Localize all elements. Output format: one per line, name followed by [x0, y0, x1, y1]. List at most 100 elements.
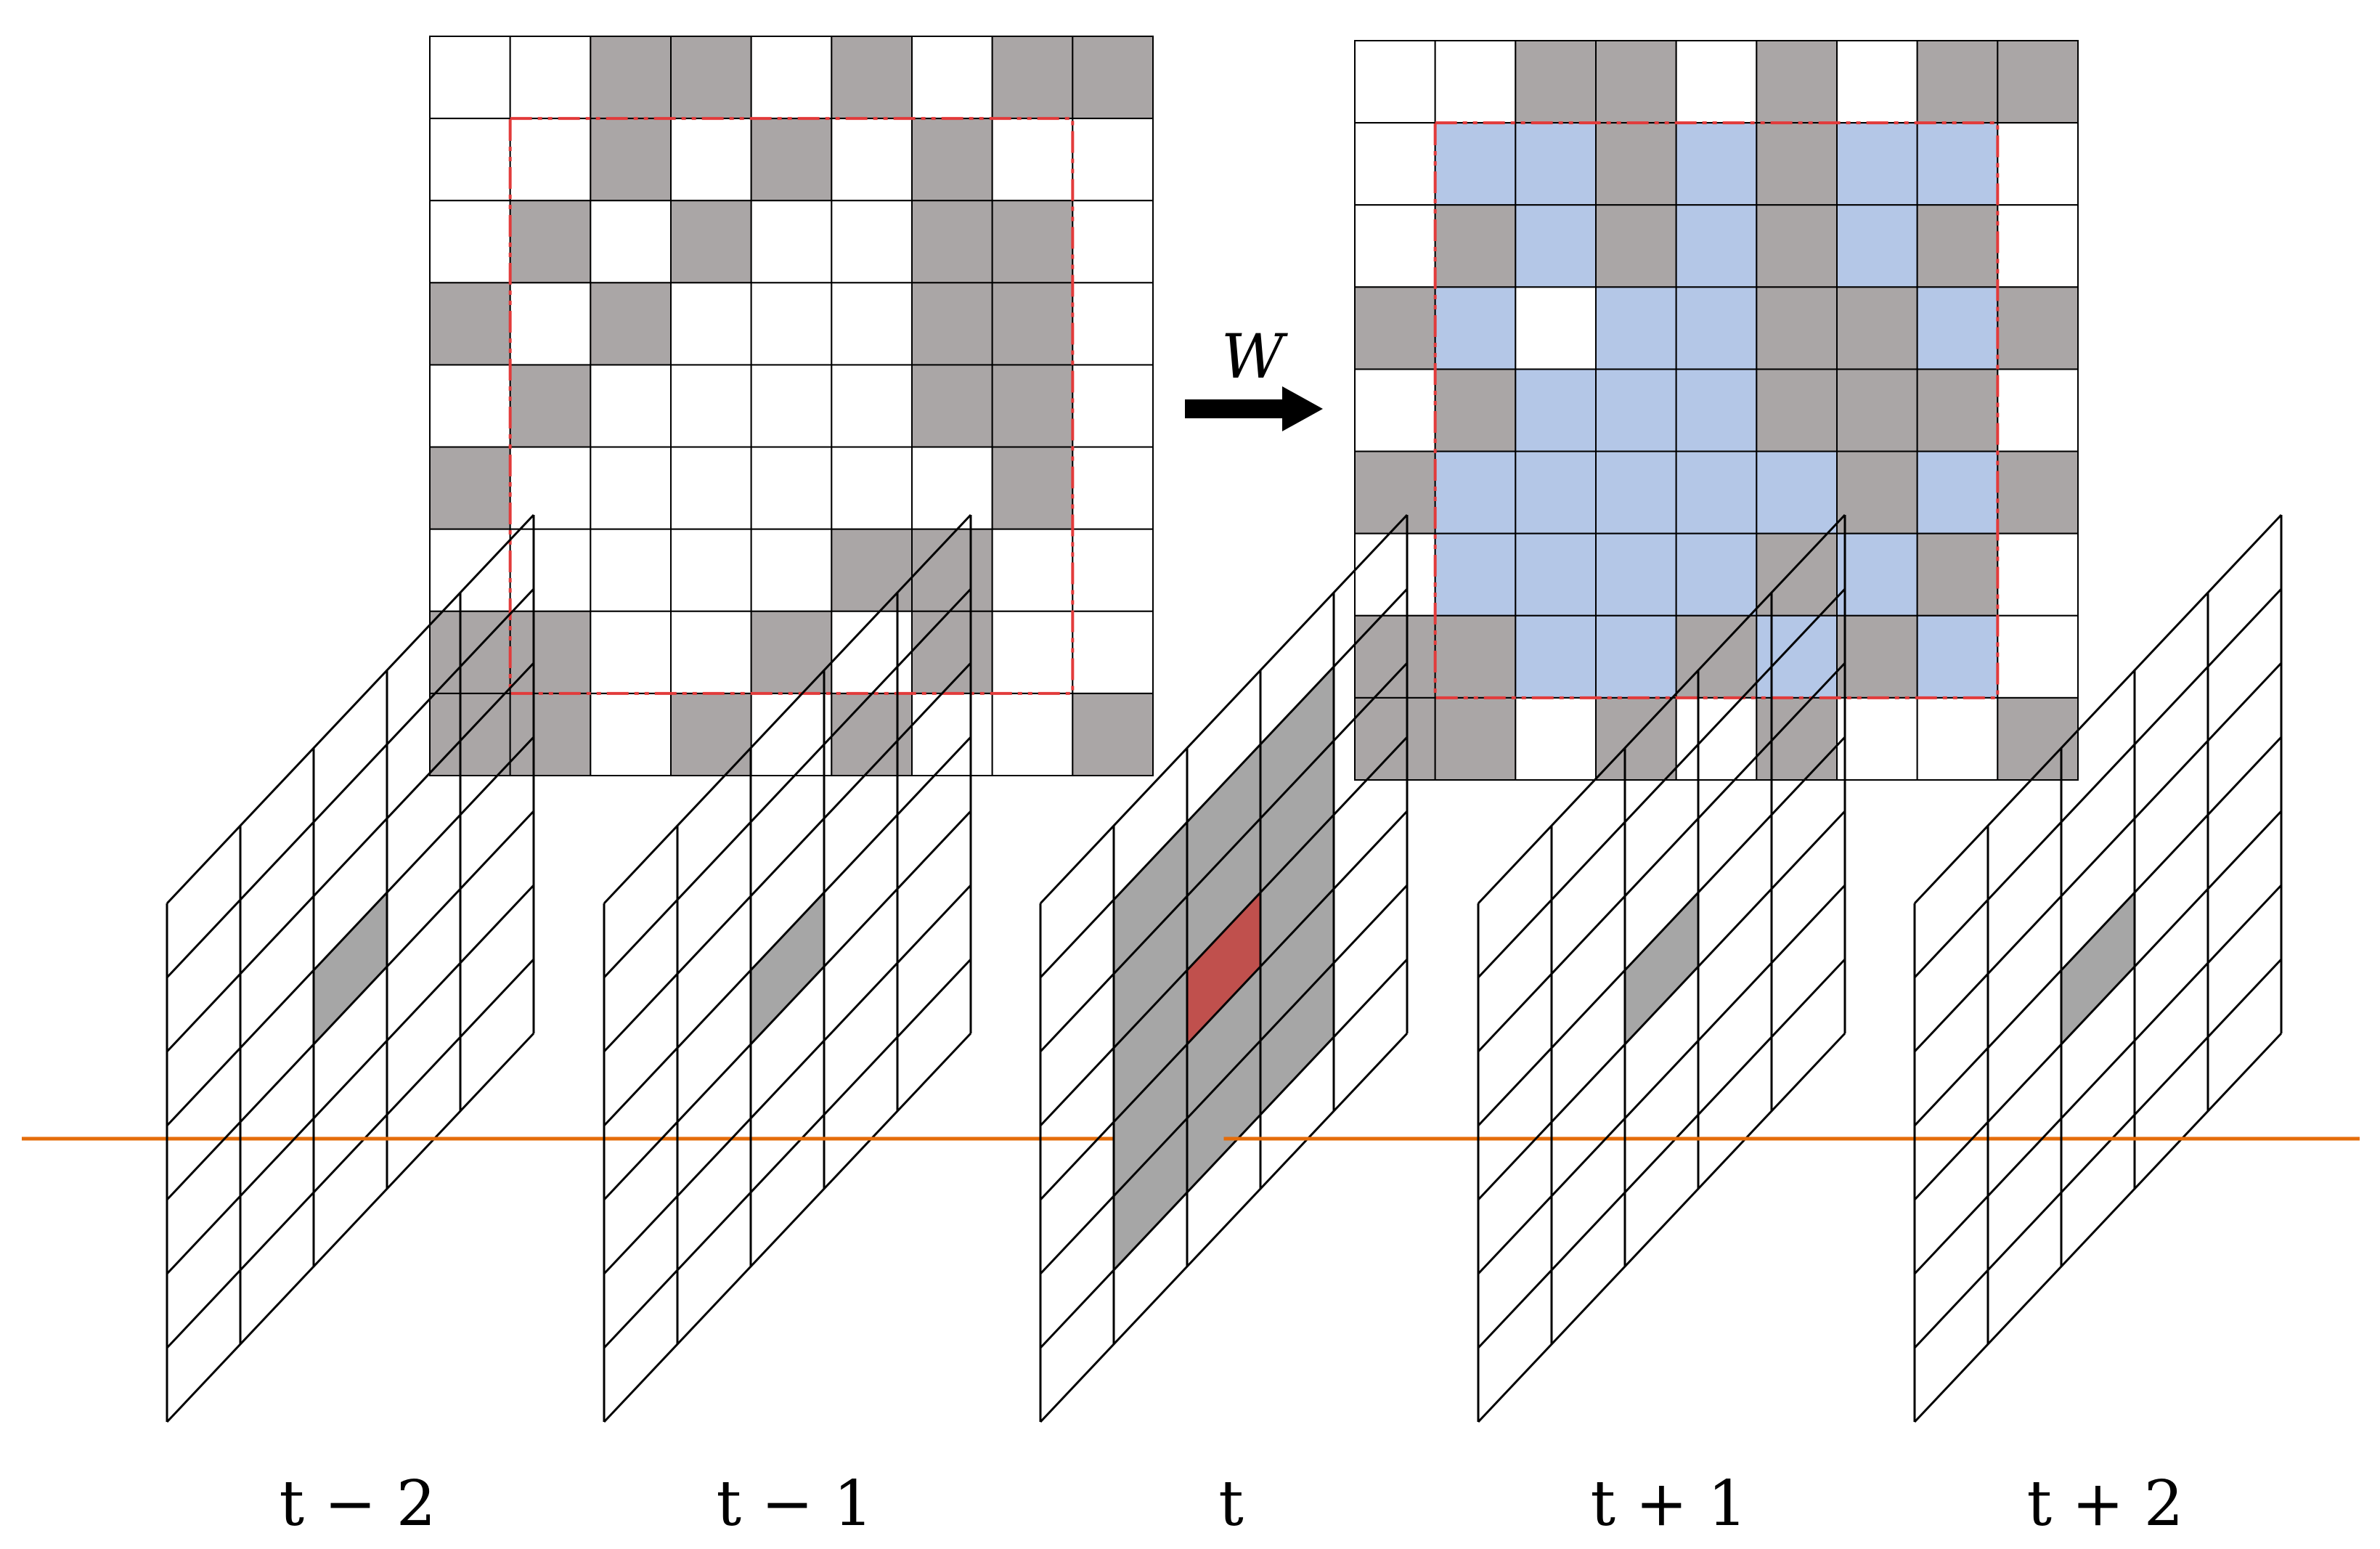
grid-row-line	[1477, 810, 1846, 1201]
highlighted-cell	[1675, 368, 1758, 452]
occupied-cell	[1756, 368, 1838, 452]
grid-row-line	[1039, 588, 1409, 979]
occupied-cell	[911, 610, 993, 694]
frame-0: t − 2	[166, 513, 541, 1540]
grid-row-line	[1913, 588, 2283, 979]
highlighted-cell	[1434, 122, 1517, 206]
temporal-frames: t − 2 t − 1 t t + 1 t + 2	[166, 513, 2289, 1540]
grid-after-transform	[1354, 40, 2079, 781]
neighborhood-cell	[1260, 815, 1334, 967]
occupied-cell	[750, 118, 833, 202]
empty-cell	[831, 200, 913, 284]
empty-cell	[1434, 40, 1517, 124]
occupied-cell	[911, 364, 993, 448]
frame-2: t	[1039, 513, 1414, 1540]
highlighted-cell	[1515, 204, 1597, 288]
empty-cell	[670, 446, 752, 530]
neighborhood-cell	[1187, 818, 1260, 970]
empty-cell	[429, 200, 511, 284]
empty-cell	[509, 118, 592, 202]
grid-row-line	[1039, 1032, 1409, 1423]
highlighted-cell	[1595, 532, 1677, 617]
grid-row-line	[1913, 662, 2283, 1053]
empty-cell	[590, 200, 672, 284]
empty-cell	[1354, 204, 1436, 288]
occupied-cell	[1756, 532, 1838, 617]
grid-row-line	[603, 588, 972, 979]
empty-cell	[429, 364, 511, 448]
occupied-cell	[1997, 40, 2079, 124]
occupied-cell	[1072, 692, 1154, 777]
occupied-cell	[1434, 614, 1517, 699]
empty-cell	[1916, 696, 1999, 781]
grid-row-line	[1477, 884, 1846, 1275]
grid-row-line	[1039, 958, 1409, 1349]
empty-cell	[831, 446, 913, 530]
arrow-head	[1282, 386, 1323, 431]
highlighted-cell	[1916, 122, 1999, 206]
highlighted-cell	[1595, 450, 1677, 534]
empty-cell	[991, 610, 1074, 694]
empty-cell	[670, 282, 752, 366]
highlighted-cell	[1836, 122, 1918, 206]
sliding-window-after	[1433, 121, 2000, 699]
empty-cell	[831, 610, 913, 694]
neighborhood-cell	[1260, 667, 1334, 818]
grid-row-line	[166, 1032, 535, 1423]
highlighted-cell	[1515, 122, 1597, 206]
occupied-cell	[670, 36, 752, 120]
occupied-cell	[509, 200, 592, 284]
frame-4: t + 2	[1913, 513, 2289, 1540]
frame-1: t − 1	[603, 513, 978, 1540]
empty-cell	[991, 528, 1074, 612]
empty-cell	[750, 446, 833, 530]
empty-cell	[1072, 364, 1154, 448]
occupied-cell	[1756, 40, 1838, 124]
empty-cell	[670, 364, 752, 448]
occupied-cell	[991, 446, 1074, 530]
occupied-cell	[1836, 286, 1918, 370]
grid-row-line	[1477, 958, 1846, 1349]
occupied-cell	[509, 364, 592, 448]
transform-arrow: W	[1185, 321, 1323, 431]
highlighted-cell	[1434, 450, 1517, 534]
occupied-cell	[1515, 40, 1597, 124]
grid-row-line	[1039, 513, 1409, 905]
occupied-cell	[991, 200, 1074, 284]
grid-row-line	[1913, 810, 2283, 1201]
highlighted-cell	[1756, 450, 1838, 534]
highlighted-cell	[1595, 614, 1677, 699]
grid-row-line	[166, 884, 535, 1275]
empty-cell	[1997, 368, 2079, 452]
empty-cell	[1997, 532, 2079, 617]
occupied-cell	[1595, 204, 1677, 288]
occupied-cell	[1836, 614, 1918, 699]
grid-row-line	[603, 884, 972, 1275]
empty-cell	[429, 528, 511, 612]
empty-cell	[1515, 286, 1597, 370]
neighborhood-cell	[1114, 1118, 1187, 1270]
grid-row-line	[1477, 736, 1846, 1127]
empty-cell	[590, 528, 672, 612]
highlighted-cell	[1916, 286, 1999, 370]
empty-cell	[1997, 122, 2079, 206]
empty-cell	[1072, 528, 1154, 612]
occupied-cell	[991, 282, 1074, 366]
occupied-cell	[831, 36, 913, 120]
grid-row-line	[166, 736, 535, 1127]
occupied-cell	[1595, 122, 1677, 206]
empty-cell	[1072, 610, 1154, 694]
grid-row-line	[1913, 1032, 2283, 1423]
empty-cell	[911, 36, 993, 120]
empty-cell	[991, 692, 1074, 777]
occupied-cell	[1997, 696, 2079, 781]
empty-cell	[831, 364, 913, 448]
grid-row-line	[1039, 662, 1409, 1053]
highlighted-cell	[1675, 532, 1758, 617]
occupied-cell	[1354, 286, 1436, 370]
binary-grid-before	[429, 36, 1154, 777]
empty-cell	[670, 610, 752, 694]
grid-row-line	[166, 958, 535, 1349]
empty-cell	[750, 528, 833, 612]
occupied-cell	[1354, 696, 1436, 781]
